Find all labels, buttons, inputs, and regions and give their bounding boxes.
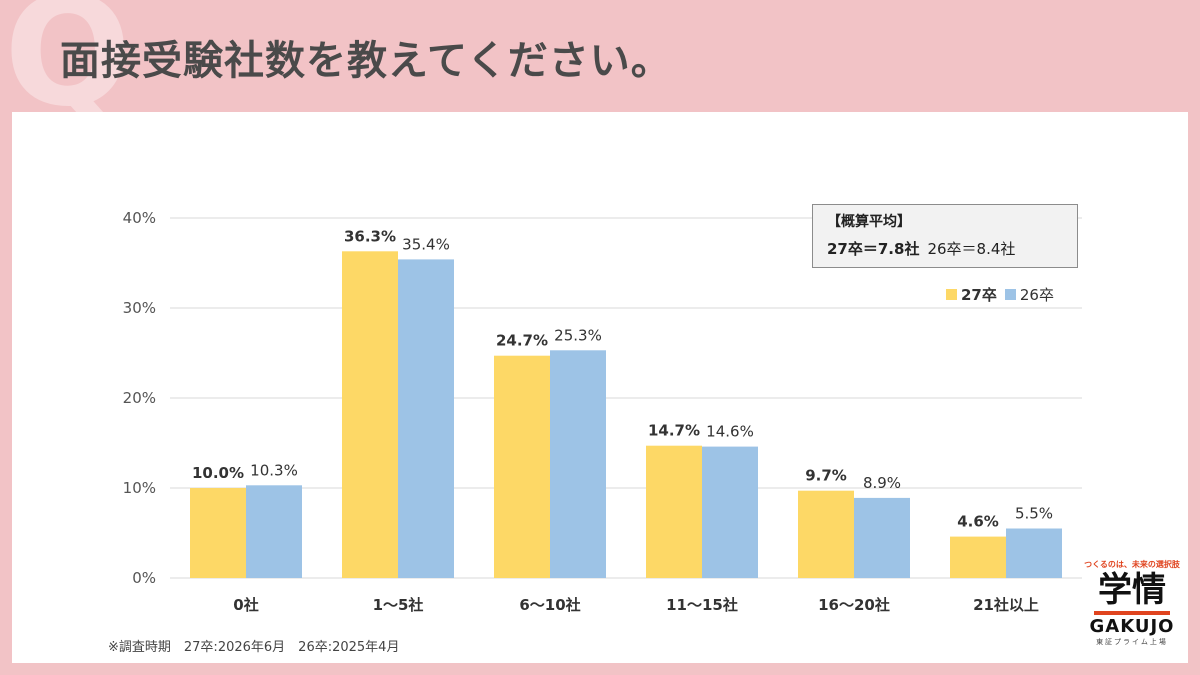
summary-average-27: 27卒＝7.8社 [827, 240, 920, 258]
summary-title: 【概算平均】 [827, 214, 911, 230]
chart-panel: 0% 10% 20% 30% 40% 10.0% 10.3% 0社 36.3% 35.4% 1～5社… [12, 112, 1188, 663]
y-tick-label: 40% [123, 209, 156, 227]
legend-label-27: 27卒 [961, 286, 997, 304]
data-label-27: 36.3% [344, 227, 396, 245]
legend-label-26: 26卒 [1019, 286, 1054, 304]
data-label-27: 10.0% [192, 464, 244, 482]
bar-27 [342, 251, 398, 579]
bar-27 [798, 490, 854, 578]
bar-27 [950, 536, 1006, 578]
bar-27 [190, 488, 246, 578]
data-label-27: 24.7% [496, 332, 548, 350]
legend-item-27: 27卒 [946, 284, 997, 305]
data-label-26: 25.3% [554, 326, 602, 344]
page-title: 面接受験社数を教えてください。 [60, 38, 672, 84]
bar-26 [854, 497, 910, 578]
x-tick-label: 16～20社 [818, 596, 890, 614]
logo-tagline: つくるのは、未来の選択肢 [1084, 560, 1180, 569]
summary-average-26: 26卒＝8.4社 [927, 240, 1016, 258]
data-label-26: 5.5% [1015, 505, 1053, 523]
gakujo-logo: つくるのは、未来の選択肢 学情 GAKUJO 東証プライム上場 [1078, 559, 1186, 647]
y-tick-label: 20% [123, 389, 156, 407]
logo-mark: 学情 [1098, 570, 1166, 610]
average-summary-box: 【概算平均】 27卒＝7.8社 26卒＝8.4社 [812, 204, 1078, 268]
data-label-26: 10.3% [250, 461, 298, 479]
legend-item-26: 26卒 [1004, 284, 1054, 305]
survey-period-footnote: ※調査時期 27卒:2026年6月 26卒:2025年4月 [108, 640, 400, 655]
bar-chart: 0% 10% 20% 30% 40% 10.0% 10.3% 0社 36.3% 35.4% 1～5社… [123, 209, 1082, 614]
bar-27 [494, 355, 550, 578]
x-tick-label: 11～15社 [666, 596, 738, 614]
data-label-26: 14.6% [706, 423, 754, 441]
x-tick-label: 21社以上 [973, 596, 1039, 614]
y-tick-label: 10% [123, 479, 156, 497]
data-label-26: 35.4% [402, 235, 450, 253]
data-label-27: 4.6% [957, 513, 999, 531]
bar-26 [398, 259, 454, 578]
bar-27 [646, 445, 702, 578]
x-tick-label: 6～10社 [519, 596, 580, 614]
y-tick-label: 0% [132, 569, 156, 587]
legend-swatch-26 [1004, 289, 1016, 300]
x-tick-label: 0社 [233, 596, 258, 614]
bar-26 [550, 350, 606, 578]
bar-26 [702, 446, 758, 578]
bar-26 [1006, 528, 1062, 578]
x-tick-label: 1～5社 [373, 596, 424, 614]
q-decoration: Q [4, 0, 132, 140]
chart-legend: 27卒 26卒 [946, 284, 1062, 305]
legend-swatch-27 [946, 289, 957, 300]
logo-wordmark: GAKUJO [1089, 615, 1175, 637]
data-label-27: 14.7% [648, 422, 700, 440]
data-label-27: 9.7% [805, 467, 847, 485]
y-tick-label: 30% [123, 299, 156, 317]
bar-26 [246, 485, 302, 578]
logo-subtext: 東証プライム上場 [1096, 637, 1168, 646]
data-label-26: 8.9% [863, 474, 901, 492]
logo-bar [1094, 610, 1170, 615]
